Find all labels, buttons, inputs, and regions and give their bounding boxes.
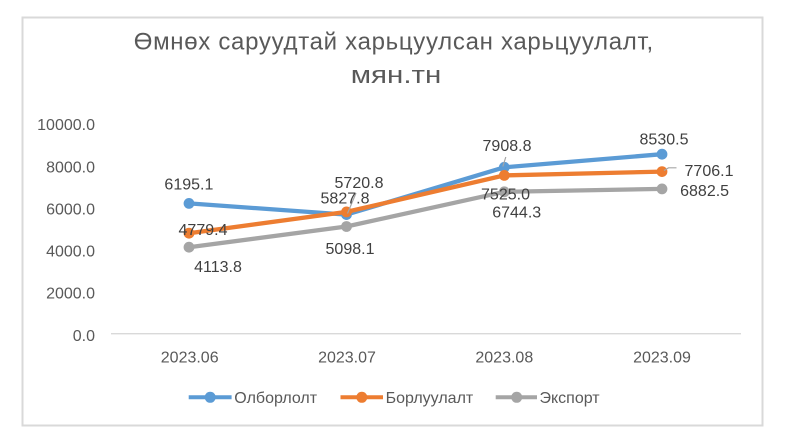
svg-text:7706.1: 7706.1 xyxy=(685,163,734,180)
svg-text:2023.09: 2023.09 xyxy=(633,350,691,367)
svg-text:6882.5: 6882.5 xyxy=(680,183,729,200)
svg-text:10000.0: 10000.0 xyxy=(37,117,95,134)
svg-text:мян.тн: мян.тн xyxy=(351,62,442,89)
svg-text:2023.07: 2023.07 xyxy=(318,350,376,367)
svg-text:Олборлолт: Олборлолт xyxy=(234,390,317,407)
svg-text:6195.1: 6195.1 xyxy=(164,177,213,194)
svg-text:7908.8: 7908.8 xyxy=(483,138,532,155)
svg-text:4000.0: 4000.0 xyxy=(46,244,95,261)
svg-text:5720.8: 5720.8 xyxy=(335,175,384,192)
svg-text:8530.5: 8530.5 xyxy=(640,131,689,148)
svg-text:5827.8: 5827.8 xyxy=(321,190,370,207)
svg-text:Экспорт: Экспорт xyxy=(540,390,601,407)
svg-text:5098.1: 5098.1 xyxy=(326,241,375,258)
svg-text:4779.4: 4779.4 xyxy=(179,222,228,239)
svg-text:2023.08: 2023.08 xyxy=(475,350,533,367)
svg-text:4113.8: 4113.8 xyxy=(194,259,242,276)
svg-text:6000.0: 6000.0 xyxy=(46,201,95,218)
svg-text:2023.06: 2023.06 xyxy=(161,350,219,367)
svg-text:6744.3: 6744.3 xyxy=(492,204,541,221)
svg-text:8000.0: 8000.0 xyxy=(46,159,95,176)
svg-text:0.0: 0.0 xyxy=(73,328,95,345)
svg-text:Өмнөх саруудтай харьцуулсан ха: Өмнөх саруудтай харьцуулсан харьцуулалт, xyxy=(134,29,654,56)
svg-text:7525.0: 7525.0 xyxy=(481,186,530,203)
svg-text:2000.0: 2000.0 xyxy=(46,286,95,303)
svg-text:Борлуулалт: Борлуулалт xyxy=(386,390,474,407)
